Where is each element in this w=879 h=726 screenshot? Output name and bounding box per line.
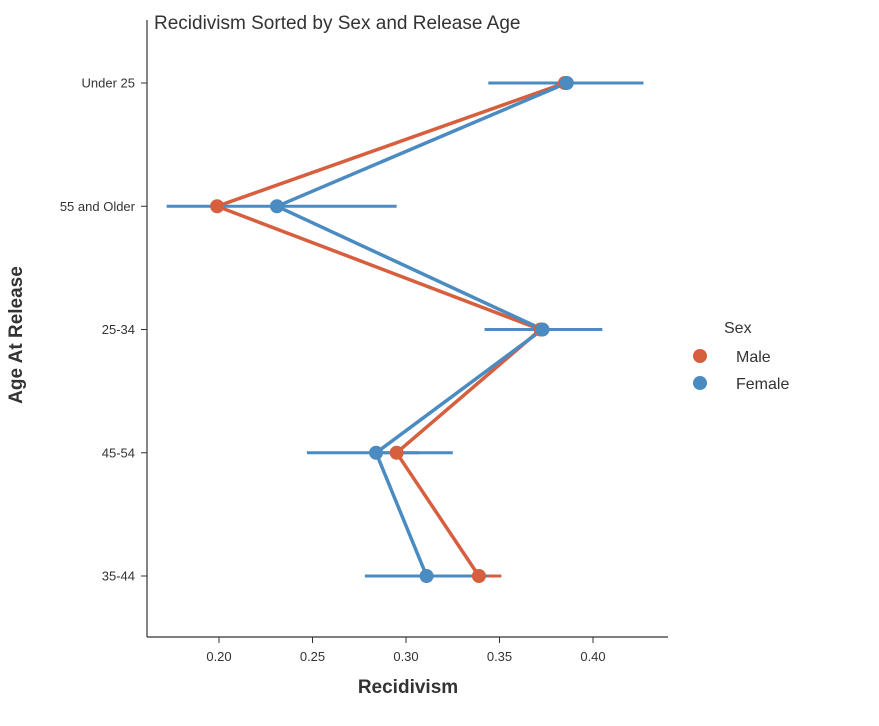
y-tick-label: Under 25 — [82, 76, 135, 91]
x-tick-label: 0.35 — [487, 649, 512, 664]
y-tick-label: 25-34 — [102, 322, 135, 337]
data-point-male — [210, 199, 225, 214]
chart-title: Recidivism Sorted by Sex and Release Age — [154, 13, 520, 34]
data-point-female — [559, 76, 574, 90]
legend-label-male: Male — [736, 349, 771, 366]
x-axis-label: Recidivism — [358, 677, 458, 698]
data-point-female — [269, 199, 284, 214]
chart-marks — [166, 76, 644, 583]
data-point-male — [389, 445, 404, 460]
x-tick-label: 0.25 — [300, 649, 325, 664]
y-axis-label: Age At Release — [6, 266, 27, 404]
data-point-female — [535, 322, 550, 337]
data-point-female — [419, 569, 434, 583]
x-tick-label: 0.30 — [393, 649, 418, 664]
data-point-female — [369, 445, 384, 460]
x-tick-label: 0.20 — [206, 649, 231, 664]
legend: Sex Male Female — [693, 320, 789, 393]
data-point-male — [471, 569, 486, 583]
legend-label-female: Female — [736, 376, 789, 393]
legend-marker-male — [693, 349, 707, 363]
y-tick-label: 35-44 — [102, 569, 135, 584]
chart-axes: 0.20 0.25 0.30 0.35 0.40 Under 25 55 and Older… — [60, 20, 668, 664]
y-tick-label: 55 and Older — [60, 199, 136, 214]
legend-title: Sex — [724, 320, 752, 337]
legend-marker-female — [693, 376, 707, 390]
x-tick-label: 0.40 — [580, 649, 605, 664]
y-tick-label: 45-54 — [102, 445, 135, 460]
